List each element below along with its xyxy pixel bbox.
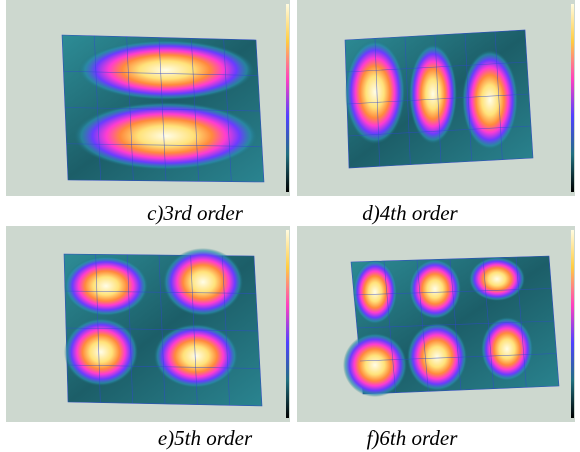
color-bar [571,230,574,418]
hot-region [163,248,243,316]
hot-region [409,44,457,144]
image-panel [297,226,575,422]
color-bar [286,230,289,418]
image-panel [6,226,290,422]
color-bar [286,4,289,192]
hot-region [64,256,148,316]
hot-region [343,333,407,397]
image-panel [6,0,290,196]
hot-region [353,260,397,324]
caption: e)5th order [158,426,253,450]
hot-region [409,259,461,319]
hot-region [345,40,405,144]
color-bar [571,4,574,192]
caption: f)6th order [367,426,459,450]
figure: c)3rd order d)4th order e)5th order f)6t… [0,0,580,452]
caption: d)4th order [362,201,458,225]
image-panel [297,0,575,196]
hot-region [78,40,254,100]
caption: c)3rd order [147,201,244,225]
